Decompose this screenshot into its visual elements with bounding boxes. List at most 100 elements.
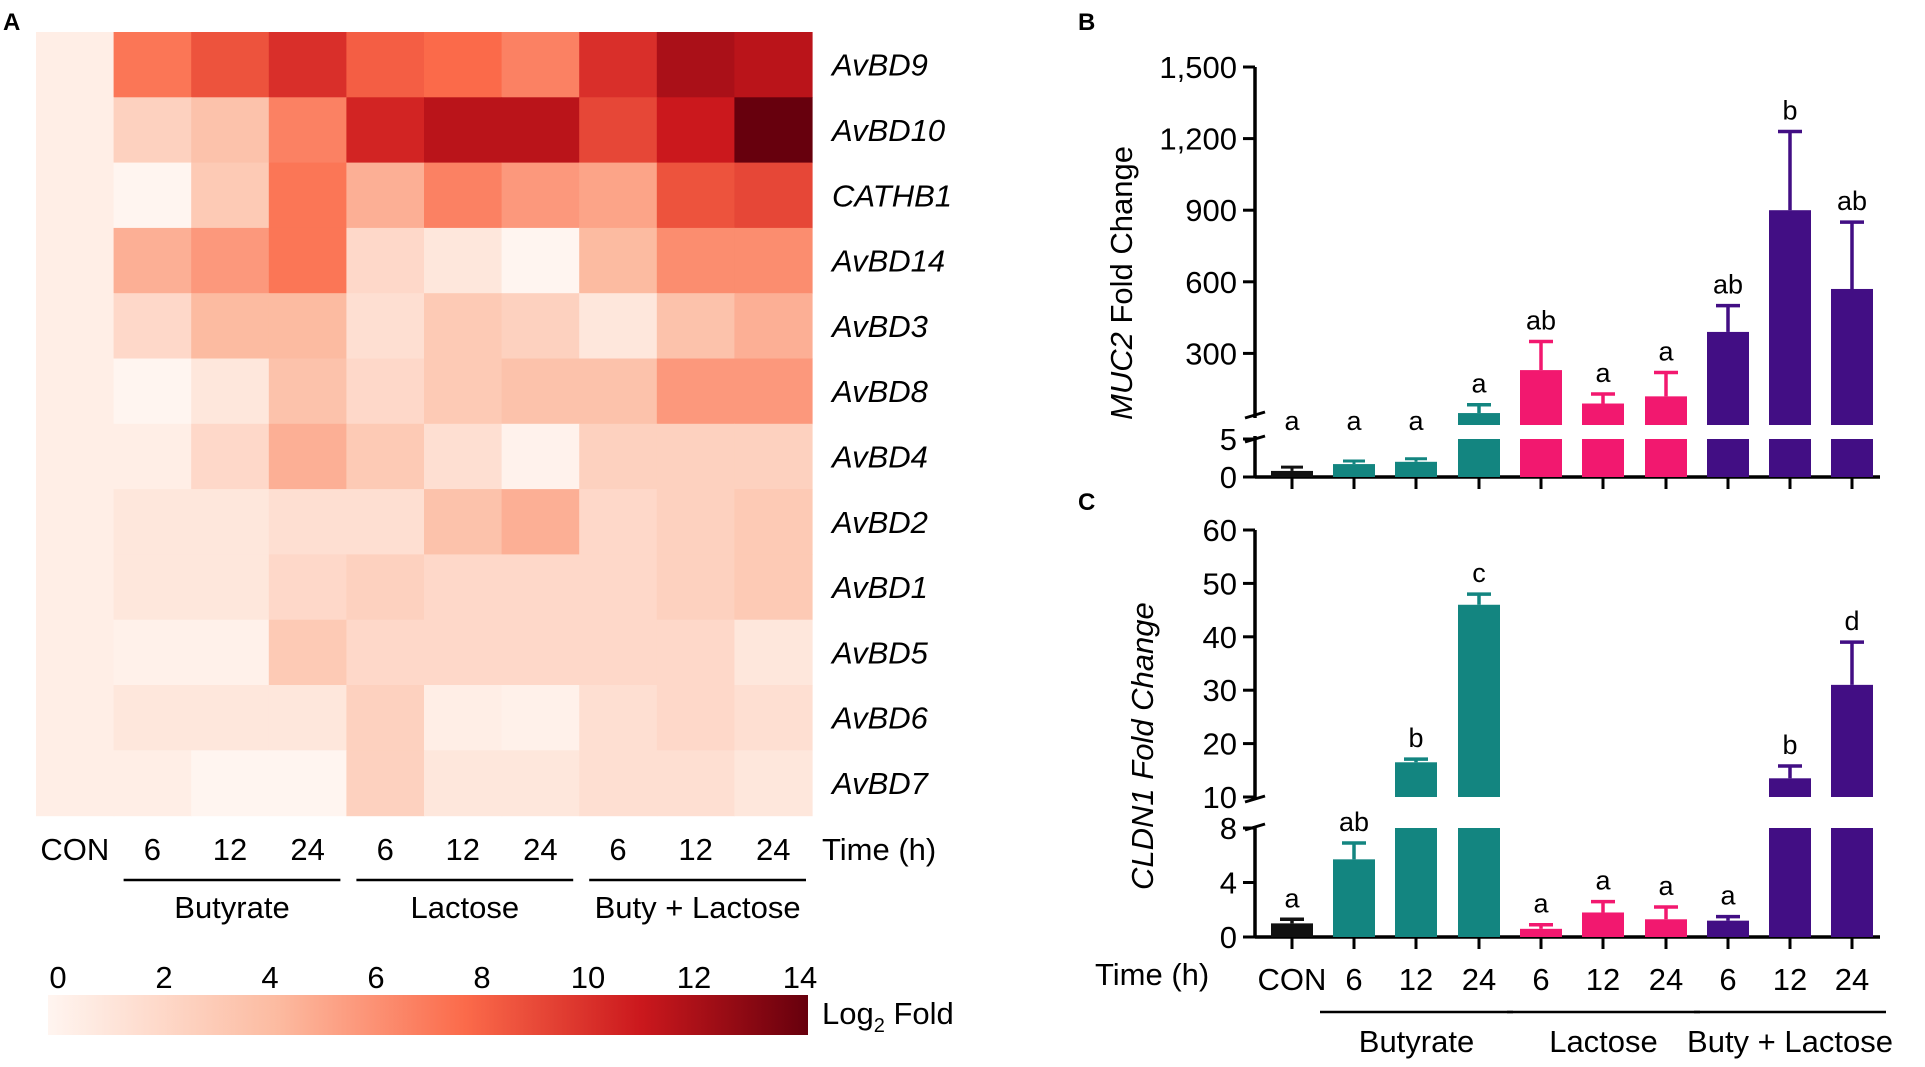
heatmap-group-label: Buty + Lactose [595,890,801,925]
heatmap-cell [424,32,503,98]
heatmap-column-label: 6 [377,832,394,867]
heatmap-row-label: AvBD6 [830,701,929,736]
heatmap-cell [656,489,735,555]
heatmap-cell [113,750,192,817]
heatmap-row-label: AvBD4 [830,439,928,474]
heatmap-cell [36,489,115,555]
colorbar-tick-label: 2 [155,960,172,995]
heatmap-cell [346,554,425,621]
heatmap-cell [734,227,813,294]
cldn1-x-tick-label: 24 [1835,962,1869,997]
colorbar-tick-label: 8 [473,960,490,995]
muc2-significance-letter: a [1658,336,1674,366]
cldn1-bar [1458,604,1500,797]
heatmap-row-label: AvBD5 [830,635,929,670]
heatmap-cell [346,685,425,751]
heatmap-cell [191,97,270,164]
heatmap-cell [191,358,270,425]
heatmap-cell [579,162,658,229]
cldn1-bar-lower [1769,828,1811,937]
heatmap-cell [346,293,425,360]
heatmap-cell [579,489,658,555]
cldn1-bar-lower [1395,828,1437,937]
cldn1-x-tick-label: CON [1258,962,1327,997]
colorbar-tick-label: 10 [571,960,605,995]
panel-label-c: C [1078,489,1095,516]
panel-label-a: A [3,9,20,36]
heatmap-column-label: 6 [609,832,626,867]
muc2-bar [1333,464,1375,477]
heatmap-row-label: AvBD10 [830,113,945,148]
heatmap-cell [268,293,347,360]
cldn1-x-tick-label: 12 [1773,962,1807,997]
heatmap-cell [36,358,115,425]
heatmap-cell [656,750,735,817]
heatmap-cell [268,750,347,817]
muc2-bar [1645,396,1687,425]
heatmap-cell [36,554,115,621]
heatmap-cell [501,293,580,360]
heatmap-cell [501,32,580,98]
muc2-significance-letter: ab [1526,305,1556,335]
heatmap-cell [268,97,347,164]
colorbar-label: Log2 Fold [822,996,954,1037]
cldn1-y-tick-label: 4 [1220,866,1237,901]
heatmap-column-label: 12 [213,832,247,867]
cldn1-significance-letter: a [1720,881,1736,911]
cldn1-y-axis-label: CLDN1 Fold Change [1125,602,1160,890]
cldn1-x-labels: CON 6 12 24 6 12 24 6 12 24 Butyrate Lactose Buty + … [1258,962,1893,1059]
heatmap-cell [501,685,580,751]
heatmap-cell [191,619,270,686]
cldn1-bar [1395,762,1437,797]
heatmap-cell [191,32,270,98]
heatmap-cell [424,97,503,164]
heatmap-cell [579,750,658,817]
heatmap-cell [113,32,192,98]
heatmap-column-label: 12 [678,832,712,867]
heatmap-cell [113,423,192,490]
cldn1-y-tick-label: 30 [1203,673,1237,708]
heatmap-cell [191,293,270,360]
colorbar-tick-label: 14 [783,960,817,995]
muc2-bar-chart: 300 600 900 1,200 1,500 05 a a a a ab a a ab b ab [1159,50,1880,495]
muc2-y-tick-label: 1,500 [1159,50,1237,85]
heatmap-cell [113,293,192,360]
colorbar-ticks: 0 2 4 6 8 10 12 14 [49,960,817,995]
heatmap-cell [501,489,580,555]
heatmap-cell [113,619,192,686]
cldn1-bar [1769,778,1811,797]
heatmap-cell [346,750,425,817]
heatmap-cell [113,358,192,425]
heatmap-cell [191,554,270,621]
muc2-y-tick-label: 1,200 [1159,122,1237,157]
heatmap-cell [36,619,115,686]
muc2-significance-letter: ab [1837,186,1867,216]
heatmap-cell [579,619,658,686]
heatmap-cell [191,423,270,490]
heatmap-cell [501,619,580,686]
heatmap-cell [346,162,425,229]
heatmap-cell [424,423,503,490]
heatmap [36,32,813,817]
heatmap-row-label: AvBD14 [830,244,945,279]
heatmap-column-label: 24 [290,832,324,867]
cldn1-x-tick-label: 6 [1345,962,1362,997]
cldn1-significance-letter: a [1595,866,1611,896]
cldn1-significance-letter: a [1658,871,1674,901]
heatmap-cell [656,554,735,621]
heatmap-cell [424,685,503,751]
muc2-significance-letter: a [1471,369,1487,399]
heatmap-cell [113,489,192,555]
heatmap-cell [579,685,658,751]
heatmap-cell [501,97,580,164]
muc2-bar [1769,210,1811,425]
muc2-bar [1707,331,1749,425]
heatmap-cell [113,162,192,229]
heatmap-column-label: CON [40,832,109,867]
cldn1-x-tick-label: 24 [1462,962,1496,997]
heatmap-row-label: AvBD9 [830,48,928,83]
muc2-significance-letter: a [1284,406,1300,436]
heatmap-cell [424,358,503,425]
heatmap-column-label: 12 [446,832,480,867]
heatmap-row-label: CATHB1 [832,178,952,213]
